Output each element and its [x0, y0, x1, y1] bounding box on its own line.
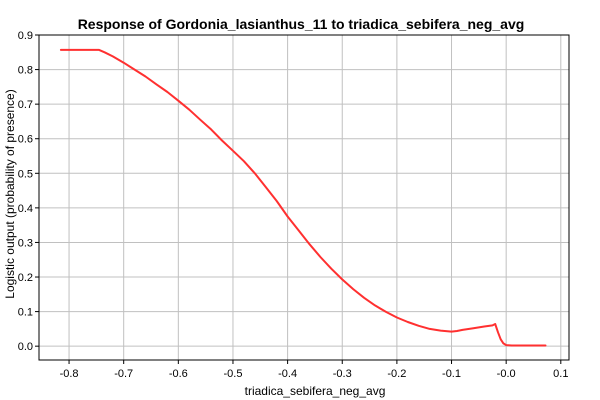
x-tick-label: -0.3	[333, 368, 352, 380]
x-tick-label: 0.1	[553, 368, 568, 380]
y-tick-label: 0.3	[18, 237, 33, 249]
response-curve-line	[59, 48, 547, 347]
y-tick-label: 0.0	[18, 341, 33, 353]
x-tick-label: -0.7	[114, 368, 133, 380]
x-tick-label: -0.6	[169, 368, 188, 380]
x-tick-label: -0.8	[60, 368, 79, 380]
x-tick-label: -0.4	[278, 368, 297, 380]
y-tick-label: 0.4	[18, 203, 33, 215]
plot-frame	[38, 34, 570, 361]
y-tick-label: 0.5	[18, 168, 33, 180]
y-tick-label: 0.1	[18, 307, 33, 319]
x-tick-label: -0.1	[442, 368, 461, 380]
y-tick-label: 0.2	[18, 272, 33, 284]
x-axis-label: triadica_sebifera_neg_avg	[245, 384, 386, 398]
y-axis-label: Logistic output (probability of presence…	[3, 89, 17, 298]
y-tick-label: 0.7	[18, 99, 33, 111]
x-tick-label: -0.0	[497, 368, 516, 380]
chart-title: Response of Gordonia_lasianthus_11 to tr…	[78, 16, 525, 32]
x-tick-label: -0.2	[387, 368, 406, 380]
x-tick-label: -0.5	[223, 368, 242, 380]
y-tick-label: 0.9	[18, 30, 33, 42]
plot-area	[39, 35, 569, 360]
y-tick-label: 0.8	[18, 65, 33, 77]
y-tick-label: 0.6	[18, 134, 33, 146]
